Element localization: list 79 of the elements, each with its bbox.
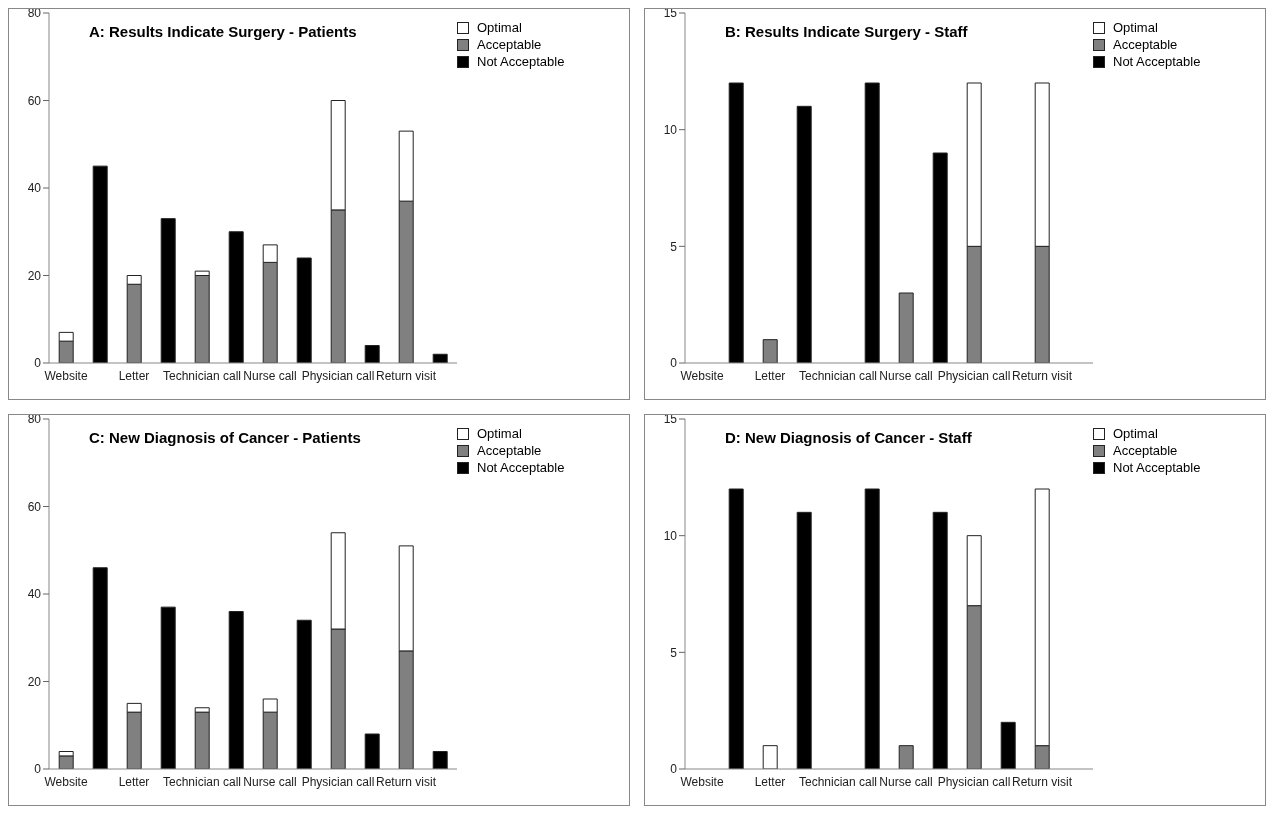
bar bbox=[160, 218, 176, 363]
bar bbox=[364, 345, 380, 363]
y-tick-label: 10 bbox=[663, 122, 678, 137]
bar bbox=[92, 567, 108, 769]
y-tick-label: 5 bbox=[670, 645, 678, 660]
text: C: New Diagnosis of Cancer - Patients bbox=[89, 429, 361, 446]
legend-label: Not Acceptable bbox=[477, 53, 565, 70]
bar bbox=[296, 257, 312, 363]
x-tick-label: Website bbox=[44, 368, 88, 383]
legend-label: Optimal bbox=[477, 425, 522, 442]
bar bbox=[296, 619, 312, 769]
x-tick-label: Technician call bbox=[798, 774, 878, 789]
x-tick-label: Return visit bbox=[375, 774, 437, 789]
bar bbox=[796, 511, 812, 769]
legend-label: Acceptable bbox=[1113, 442, 1178, 459]
x-tick-label: Website bbox=[44, 774, 88, 789]
x-tick-label: Nurse call bbox=[243, 368, 297, 383]
x-tick-label: Physician call bbox=[301, 774, 375, 789]
x-tick-label: Physician call bbox=[937, 774, 1011, 789]
y-tick-label: 5 bbox=[670, 239, 678, 254]
y-tick-label: 40 bbox=[27, 181, 42, 196]
legend-label: Acceptable bbox=[1113, 36, 1178, 53]
bar bbox=[728, 488, 744, 769]
bar bbox=[228, 231, 244, 363]
x-tick-label: Website bbox=[680, 368, 724, 383]
y-tick-label: 0 bbox=[670, 762, 678, 777]
y-tick-label: 40 bbox=[27, 587, 42, 602]
bar bbox=[864, 488, 880, 769]
bar bbox=[364, 733, 380, 769]
x-tick-label: Technician call bbox=[162, 368, 242, 383]
legend-label: Optimal bbox=[1113, 425, 1158, 442]
y-tick-label: 0 bbox=[670, 356, 678, 371]
y-tick-label: 15 bbox=[663, 6, 678, 21]
x-tick-label: Letter bbox=[118, 774, 150, 789]
x-tick-label: Letter bbox=[118, 368, 150, 383]
bar bbox=[932, 511, 948, 769]
y-tick-label: 60 bbox=[27, 499, 42, 514]
y-tick-label: 20 bbox=[27, 268, 42, 283]
legend-label: Not Acceptable bbox=[477, 459, 565, 476]
bar bbox=[1000, 721, 1016, 769]
y-tick-label: 60 bbox=[27, 93, 42, 108]
y-tick-label: 20 bbox=[27, 674, 42, 689]
y-tick-label: 0 bbox=[34, 762, 42, 777]
x-tick-label: Nurse call bbox=[879, 774, 933, 789]
x-tick-label: Letter bbox=[754, 368, 786, 383]
legend-label: Acceptable bbox=[477, 36, 542, 53]
bar bbox=[728, 82, 744, 363]
text: B: Results Indicate Surgery - Staff bbox=[725, 23, 968, 40]
x-tick-label: Nurse call bbox=[243, 774, 297, 789]
x-tick-label: Physician call bbox=[937, 368, 1011, 383]
x-tick-label: Return visit bbox=[375, 368, 437, 383]
text: A: Results Indicate Surgery - Patients bbox=[89, 23, 357, 40]
x-tick-label: Return visit bbox=[1011, 774, 1073, 789]
legend-label: Optimal bbox=[477, 19, 522, 36]
x-tick-label: Technician call bbox=[162, 774, 242, 789]
legend-label: Acceptable bbox=[477, 442, 542, 459]
bar bbox=[796, 105, 812, 363]
x-tick-label: Technician call bbox=[798, 368, 878, 383]
x-tick-label: Physician call bbox=[301, 368, 375, 383]
legend-label: Optimal bbox=[1113, 19, 1158, 36]
bar bbox=[432, 751, 448, 769]
bar bbox=[228, 611, 244, 769]
y-tick-label: 0 bbox=[34, 356, 42, 371]
y-tick-label: 80 bbox=[27, 6, 42, 21]
x-tick-label: Nurse call bbox=[879, 368, 933, 383]
bar bbox=[160, 606, 176, 769]
text: D: New Diagnosis of Cancer - Staff bbox=[725, 429, 972, 446]
bar bbox=[92, 165, 108, 363]
bar bbox=[762, 745, 778, 769]
x-tick-label: Website bbox=[680, 774, 724, 789]
y-tick-label: 15 bbox=[663, 412, 678, 427]
legend-label: Not Acceptable bbox=[1113, 53, 1201, 70]
y-tick-label: 10 bbox=[663, 528, 678, 543]
y-tick-label: 80 bbox=[27, 412, 42, 427]
bar bbox=[932, 152, 948, 363]
bar bbox=[864, 82, 880, 363]
x-tick-label: Return visit bbox=[1011, 368, 1073, 383]
legend-label: Not Acceptable bbox=[1113, 459, 1201, 476]
x-tick-label: Letter bbox=[754, 774, 786, 789]
